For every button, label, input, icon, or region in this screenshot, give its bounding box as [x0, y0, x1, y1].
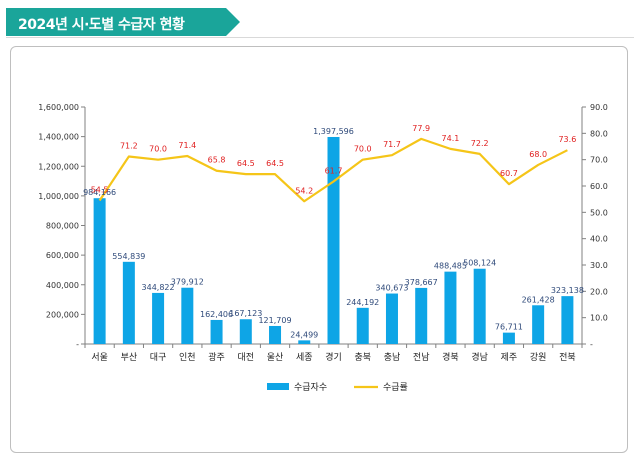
bar-data-label: 984,166	[83, 188, 116, 197]
bar-data-label: 340,673	[375, 284, 408, 293]
x-tick-label: 경북	[442, 351, 459, 363]
x-tick-label: 충북	[354, 352, 371, 363]
bar	[298, 340, 311, 344]
y-left-tick-label: -	[76, 340, 79, 349]
x-tick-label: 경남	[471, 351, 488, 363]
title-banner: 2024년 시·도별 수급자 현황	[6, 8, 240, 36]
y-right-tick-label: 90.0	[590, 103, 608, 112]
line-data-label: 71.7	[383, 140, 401, 149]
x-tick-label: 부산	[121, 352, 138, 363]
bar-data-label: 379,912	[171, 278, 204, 287]
y-left-tick-label: 1,600,000	[38, 103, 79, 112]
x-tick-label: 세종	[296, 352, 313, 363]
line-data-label: 64.5	[266, 159, 284, 168]
title-divider	[6, 37, 634, 38]
line-data-label: 70.0	[149, 145, 167, 154]
bar	[415, 287, 428, 344]
line-data-label: 72.2	[471, 139, 489, 148]
page-title: 2024년 시·도별 수급자 현황	[18, 17, 185, 33]
bar-data-label: 554,839	[112, 252, 145, 261]
y-left-tick-label: 600,000	[46, 251, 79, 260]
bar	[532, 305, 545, 344]
x-tick-label: 울산	[267, 352, 284, 363]
y-right-tick-label: 30.0	[590, 261, 608, 270]
bar	[122, 261, 135, 344]
y-right-tick-label: 70.0	[590, 156, 608, 165]
y-left-tick-label: 400,000	[46, 281, 79, 290]
bar-data-label: 1,397,596	[313, 127, 354, 136]
y-left-tick-label: 200,000	[46, 310, 79, 319]
title-banner-shape	[6, 8, 240, 36]
y-right-tick-label: 60.0	[590, 182, 608, 191]
y-right-tick-label: -	[590, 340, 593, 349]
y-right-tick-label: 40.0	[590, 235, 608, 244]
y-left-tick-label: 1,400,000	[38, 133, 79, 142]
bar	[181, 287, 194, 344]
y-right-tick-label: 80.0	[590, 129, 608, 138]
bar	[502, 332, 515, 344]
bar-data-label: 488,485	[434, 262, 467, 271]
line-data-label: 64.5	[237, 159, 255, 168]
bar-data-label: 261,428	[522, 295, 555, 304]
line-data-label: 54.5	[91, 185, 109, 194]
y-left-tick-label: 1,200,000	[38, 162, 79, 171]
x-tick-label: 강원	[530, 352, 547, 363]
bar-data-label: 162,406	[200, 310, 233, 319]
bar	[473, 268, 486, 344]
bar	[327, 136, 340, 344]
y-right-tick-label: 50.0	[590, 208, 608, 217]
x-tick-label: 충남	[384, 352, 401, 363]
y-right-tick-label: 10.0	[590, 314, 608, 323]
line-series	[98, 137, 568, 203]
x-tick-label: 경기	[325, 351, 342, 363]
x-tick-label: 광주	[208, 351, 225, 363]
combo-chart: - 200,000 400,000 600,000 800,000 1,000,000 1,…	[38, 103, 608, 393]
bar	[444, 271, 457, 344]
x-tick-label: 제주	[501, 352, 518, 363]
bar	[561, 296, 574, 344]
line-data-label: 70.0	[354, 145, 372, 154]
bar	[356, 307, 369, 344]
x-tick-label: 대전	[238, 352, 255, 363]
x-tick-label: 대구	[150, 352, 167, 363]
x-tick-label: 인천	[179, 352, 196, 363]
x-tick-label: 서울	[91, 352, 108, 363]
line-data-label: 54.2	[295, 186, 313, 195]
bar-data-label: 167,123	[229, 309, 262, 318]
bar-data-label: 24,499	[290, 330, 318, 339]
bar	[385, 293, 398, 344]
x-tick-label: 전남	[413, 352, 430, 363]
bar	[269, 325, 282, 344]
bar-data-label: 323,138	[551, 286, 584, 295]
line-data-label: 73.6	[558, 135, 576, 144]
legend-bar-label: 수급자수	[294, 382, 327, 393]
legend-line-label: 수급률	[383, 382, 408, 393]
line-data-label: 77.9	[412, 124, 430, 133]
line-data-label: 71.2	[120, 142, 138, 151]
y-left-tick-label: 1,000,000	[38, 192, 79, 201]
line-data-label: 60.7	[500, 169, 518, 178]
line-data-label: 61.7	[325, 167, 343, 176]
line-data-label: 65.8	[208, 156, 226, 165]
y-right-tick-label: 20.0	[590, 287, 608, 296]
bar	[152, 292, 165, 344]
bar	[93, 198, 106, 344]
bar-data-label: 76,711	[495, 323, 523, 332]
legend-bar-swatch	[267, 383, 289, 390]
line-data-label: 71.4	[178, 141, 196, 150]
bar	[210, 319, 223, 344]
chart-frame: - 200,000 400,000 600,000 800,000 1,000,000 1,…	[10, 46, 628, 453]
bar-data-label: 121,709	[258, 316, 291, 325]
line-data-label: 74.1	[442, 134, 460, 143]
bar-data-label: 344,822	[142, 283, 175, 292]
bar	[239, 319, 252, 344]
bar-data-label: 244,192	[346, 298, 379, 307]
bar-data-label: 508,124	[463, 259, 496, 268]
y-left-tick-label: 800,000	[46, 222, 79, 231]
line-data-label: 68.0	[529, 150, 547, 159]
x-tick-label: 전북	[559, 352, 576, 363]
bar-data-label: 378,667	[405, 278, 438, 287]
